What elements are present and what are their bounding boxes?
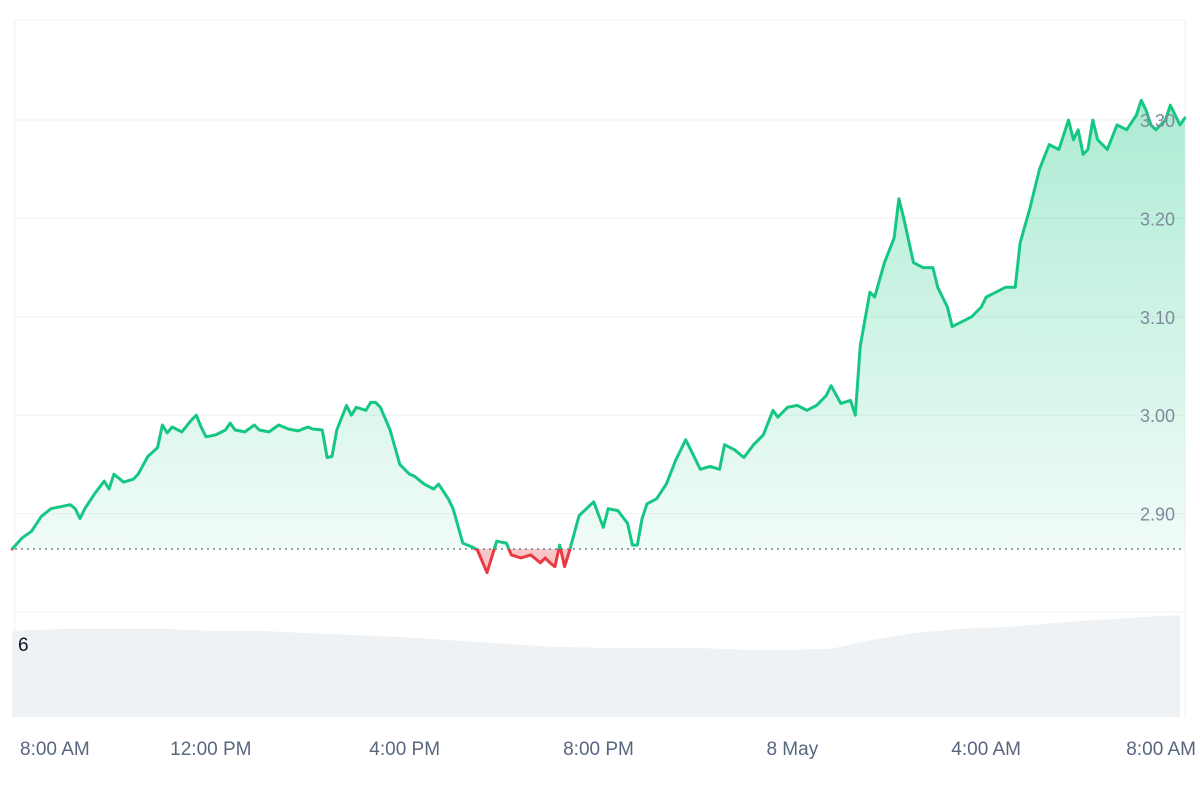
x-tick-label: 12:00 PM (170, 739, 251, 760)
price-area-down (475, 549, 570, 573)
volume-label: 6 (18, 635, 29, 656)
y-tick-label: 3.10 (1140, 308, 1175, 328)
x-tick-label: 8 May (766, 739, 818, 760)
price-line-up (10, 98, 1187, 550)
x-tick-label: 8:00 PM (563, 739, 634, 760)
y-tick-label: 2.90 (1140, 505, 1175, 525)
x-tick-label: 4:00 AM (951, 739, 1021, 760)
x-tick-label: 8:00 AM (1126, 739, 1196, 760)
x-tick-label: 8:00 AM (20, 739, 90, 760)
volume-area (12, 615, 1181, 717)
price-area-up (12, 100, 1185, 550)
y-tick-label: 3.00 (1140, 406, 1175, 426)
y-tick-label: 3.30 (1140, 111, 1175, 131)
y-tick-label: 3.20 (1140, 209, 1175, 229)
x-tick-label: 4:00 PM (369, 739, 440, 760)
